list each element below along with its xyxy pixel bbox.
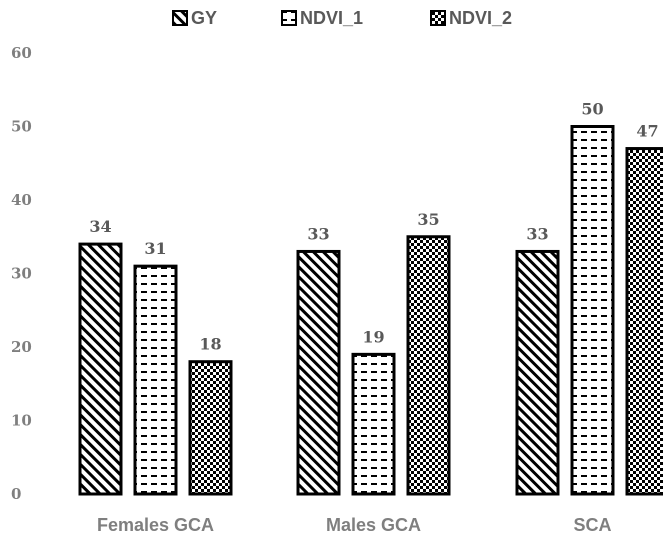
bar-gy-females-gca (78, 242, 123, 496)
legend-label-gy: GY (191, 8, 217, 28)
bars (78, 125, 663, 496)
data-label-ndvi-1-males-gca: 19 (362, 327, 384, 346)
bar-ndvi-2-males-gca (406, 235, 451, 496)
category-label-females-gca: Females GCA (97, 515, 214, 535)
data-label-ndvi-1-sca: 50 (581, 100, 603, 119)
y-axis: 0 10 20 30 40 50 60 (11, 44, 32, 503)
legend-swatch-ndvi-2 (430, 10, 446, 26)
bar-ndvi-1-males-gca (351, 352, 396, 496)
y-tick-label-50: 50 (11, 118, 32, 136)
y-tick-label-10: 10 (11, 412, 32, 430)
bar-gy-males-gca (296, 249, 341, 496)
legend-item-ndvi-1: NDVI_1 (281, 8, 363, 28)
category-label-sca: SCA (573, 515, 611, 535)
data-label-gy-males-gca: 33 (307, 224, 329, 243)
bar-ndvi-1-sca (570, 125, 615, 496)
data-label-ndvi-2-females-gca: 18 (199, 335, 221, 354)
legend-label-ndvi-2: NDVI_2 (449, 8, 512, 28)
legend-item-ndvi-2: NDVI_2 (430, 8, 512, 28)
bar-gy-sca (515, 249, 560, 496)
y-tick-label-0: 0 (11, 485, 21, 503)
y-tick-label-60: 60 (11, 44, 32, 62)
data-labels: 34 31 18 33 19 35 33 50 47 (89, 100, 658, 354)
legend-item-gy: GY (172, 8, 217, 28)
data-label-ndvi-1-females-gca: 31 (144, 239, 166, 258)
legend: GY NDVI_1 NDVI_2 (172, 8, 512, 28)
x-axis: Females GCA Males GCA SCA (97, 515, 612, 535)
bar-ndvi-2-sca (625, 147, 663, 496)
bar-ndvi-1-females-gca (133, 264, 178, 496)
bar-ndvi-2-females-gca (188, 360, 233, 496)
y-tick-label-20: 20 (11, 338, 32, 356)
y-tick-label-30: 30 (11, 265, 32, 283)
legend-swatch-ndvi-1 (281, 10, 297, 26)
legend-label-ndvi-1: NDVI_1 (300, 8, 363, 28)
data-label-ndvi-2-males-gca: 35 (417, 210, 439, 229)
data-label-ndvi-2-sca: 47 (636, 122, 658, 141)
legend-swatch-gy (172, 10, 188, 26)
category-label-males-gca: Males GCA (326, 515, 421, 535)
data-label-gy-females-gca: 34 (89, 217, 111, 236)
y-tick-label-40: 40 (11, 191, 32, 209)
data-label-gy-sca: 33 (526, 224, 548, 243)
